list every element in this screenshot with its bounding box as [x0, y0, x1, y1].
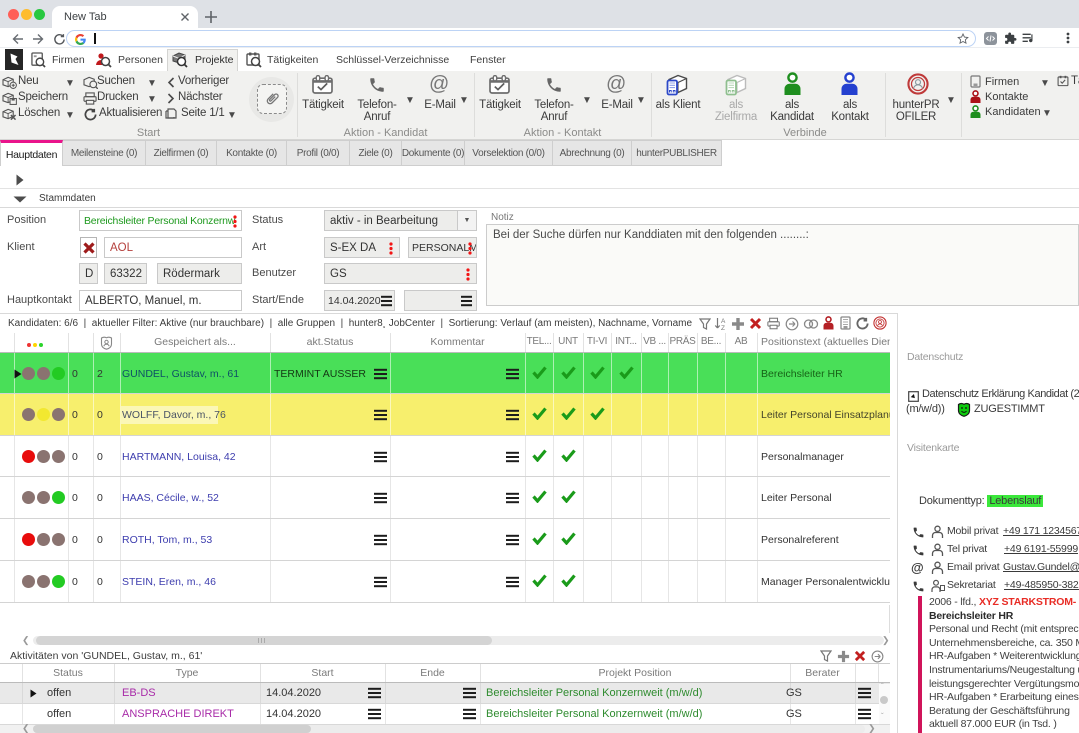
- svg-text:A: A: [721, 318, 726, 325]
- svg-text:Z: Z: [721, 325, 725, 331]
